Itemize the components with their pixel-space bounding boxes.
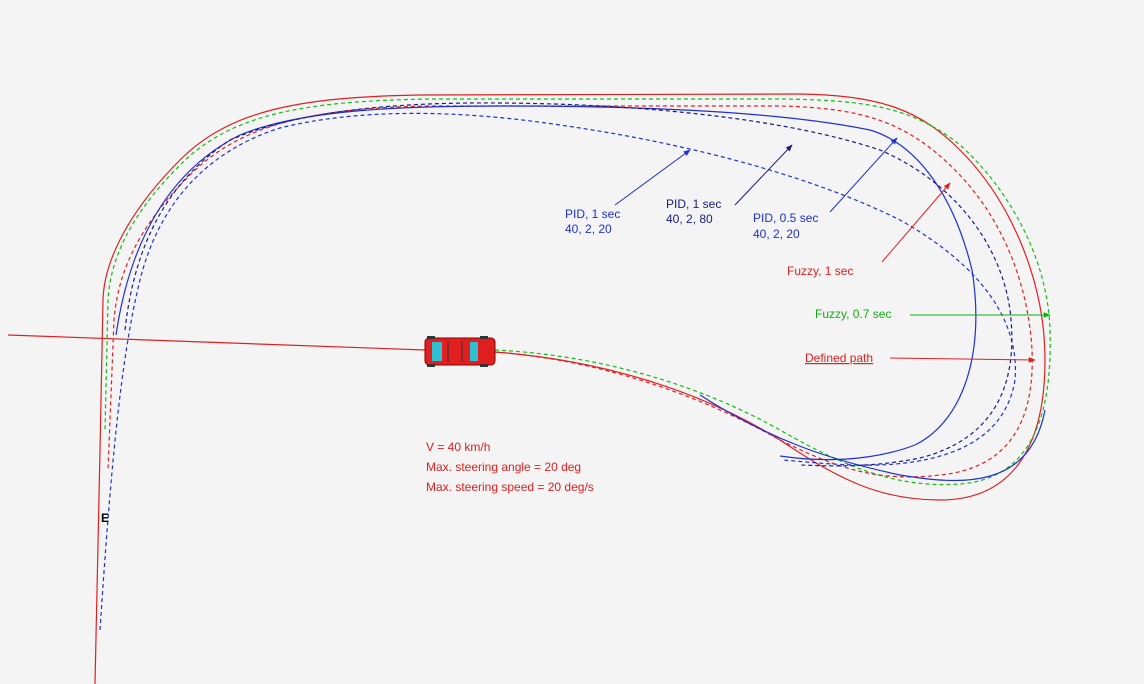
- defined-path: [7, 93, 1046, 684]
- pid-c-params: 40, 2, 20: [753, 227, 800, 241]
- pid-c-arrow: [829, 137, 898, 213]
- end-marker: E: [101, 511, 109, 525]
- defined-path-label: Defined path: [805, 351, 873, 365]
- pid-c-path: [115, 105, 977, 461]
- vehicle: [424, 336, 496, 367]
- pid-a-arrow: [614, 149, 691, 206]
- fuzzy-1-label: Fuzzy, 1 sec: [787, 264, 853, 278]
- fuzzy-07-label: Fuzzy, 0.7 sec: [815, 307, 891, 321]
- condition: Max. steering speed = 20 deg/s: [426, 480, 594, 494]
- pid-b-title: PID, 1 sec: [666, 197, 721, 211]
- pid-c-title: PID, 0.5 sec: [753, 211, 818, 225]
- pid-a-title: PID, 1 sec: [565, 207, 620, 221]
- fuzzy-07-path: [104, 98, 1051, 486]
- condition: V = 40 km/h: [426, 440, 490, 454]
- pid-b-path: [124, 102, 1013, 467]
- pid-b-params: 40, 2, 80: [666, 212, 713, 226]
- pid-c-path-tail: [699, 394, 1046, 482]
- pid-a-params: 40, 2, 20: [565, 222, 612, 236]
- fuzzy-1-arrow: [881, 182, 951, 263]
- pid-b-arrow: [734, 144, 793, 206]
- fuzzy-1-path: [107, 105, 1033, 478]
- condition: Max. steering angle = 20 deg: [426, 460, 581, 474]
- pid-a-path: [99, 112, 1017, 631]
- defined-path-arrow: [889, 357, 1036, 363]
